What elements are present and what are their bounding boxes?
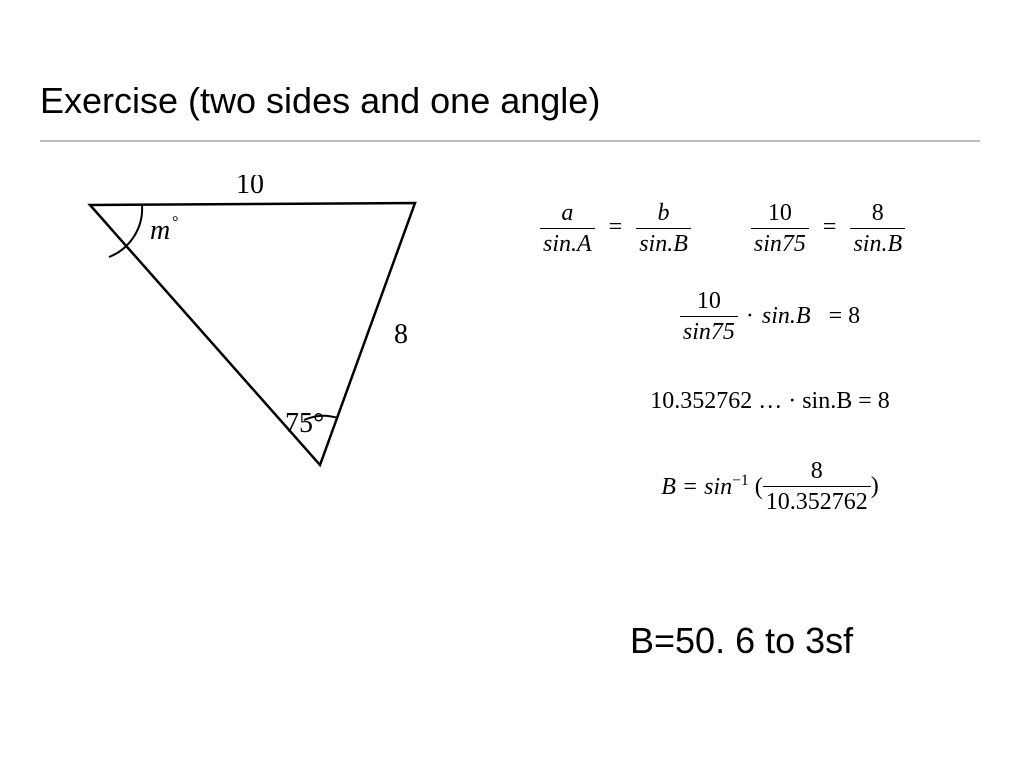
equation-row-2: 10 sin75 · sin.B = 8 xyxy=(540,288,1000,346)
angle-label-m: m xyxy=(150,215,170,246)
equations-area: a sin.A = b sin.B 10 sin75 = xyxy=(540,200,1000,545)
side-label-8: 8 xyxy=(394,319,408,350)
answer-text: B=50. 6 to 3sf xyxy=(630,620,853,662)
page-title: Exercise (two sides and one angle) xyxy=(40,80,600,122)
angle-label-m-deg: ° xyxy=(172,214,178,231)
triangle-shape xyxy=(90,203,415,465)
eq-1a: a sin.A = b sin.B xyxy=(540,200,691,258)
triangle-diagram: 10 8 75° m ° xyxy=(60,175,500,495)
horizontal-rule xyxy=(40,140,980,142)
slide: Exercise (two sides and one angle) 10 8 … xyxy=(0,0,1024,768)
equation-row-4: B = sin−1 ( 8 10.352762 ) xyxy=(540,458,1000,516)
angle-label-75: 75° xyxy=(285,408,324,439)
eq-1b: 10 sin75 = 8 sin.B xyxy=(751,200,905,258)
side-label-10: 10 xyxy=(236,175,264,200)
equation-row-3: 10.352762 … · sin.B = 8 xyxy=(540,376,1000,428)
equation-row-1: a sin.A = b sin.B 10 sin75 = xyxy=(540,200,1000,258)
